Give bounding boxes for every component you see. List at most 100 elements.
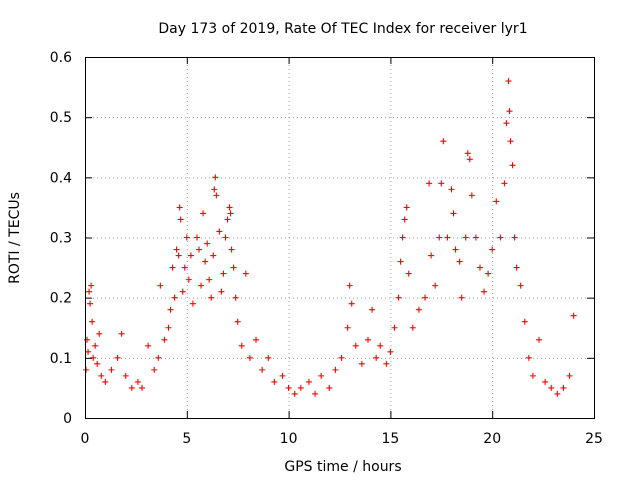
x-axis-label: GPS time / hours <box>284 459 401 475</box>
data-point <box>189 300 196 307</box>
data-point <box>506 108 513 115</box>
data-point <box>161 336 168 343</box>
data-point <box>409 324 416 331</box>
data-point <box>570 312 577 319</box>
data-point <box>456 258 463 265</box>
data-point <box>399 234 406 241</box>
data-point <box>560 384 567 391</box>
data-point <box>155 354 162 361</box>
data-point <box>279 372 286 379</box>
data-point <box>438 180 445 187</box>
data-point <box>202 258 209 265</box>
data-point <box>358 360 365 367</box>
data-point <box>253 336 260 343</box>
data-point <box>529 372 536 379</box>
data-points <box>83 78 577 397</box>
data-point <box>448 186 455 193</box>
data-point <box>265 354 272 361</box>
data-point <box>458 294 465 301</box>
data-point <box>377 342 384 349</box>
data-point <box>165 324 172 331</box>
y-tick-label: 0.6 <box>50 50 72 66</box>
data-point <box>271 378 278 385</box>
data-point <box>444 234 451 241</box>
data-point <box>86 288 93 295</box>
data-point <box>92 342 99 349</box>
data-point <box>230 264 237 271</box>
data-point <box>403 204 410 211</box>
data-point <box>175 252 182 259</box>
data-point <box>157 282 164 289</box>
data-point <box>312 390 319 397</box>
data-point <box>501 180 508 187</box>
data-point <box>90 354 97 361</box>
data-point <box>83 366 90 373</box>
data-point <box>452 246 459 253</box>
y-tick-label: 0.1 <box>50 351 72 367</box>
data-point <box>210 252 217 259</box>
data-point <box>436 234 443 241</box>
data-point <box>505 78 512 85</box>
data-point <box>297 384 304 391</box>
data-point <box>542 378 549 385</box>
data-point <box>344 324 351 331</box>
data-point <box>489 246 496 253</box>
data-point <box>450 210 457 217</box>
data-point <box>401 216 408 223</box>
data-point <box>348 300 355 307</box>
data-point <box>87 300 94 307</box>
data-point <box>220 270 227 277</box>
data-point <box>485 270 492 277</box>
data-point <box>232 294 239 301</box>
y-tick-label: 0.2 <box>50 291 72 307</box>
data-point <box>179 288 186 295</box>
data-point <box>326 384 333 391</box>
data-point <box>196 246 203 253</box>
grid <box>85 57 594 418</box>
data-point <box>391 324 398 331</box>
data-point <box>554 390 561 397</box>
y-axis-label: ROTI / TECUs <box>7 192 23 284</box>
data-point <box>173 246 180 253</box>
data-point <box>468 192 475 199</box>
data-point <box>96 330 103 337</box>
data-point <box>234 318 241 325</box>
data-point <box>466 156 473 163</box>
x-tick-label: 20 <box>483 431 501 447</box>
data-point <box>432 282 439 289</box>
data-point <box>318 372 325 379</box>
data-point <box>536 336 543 343</box>
data-point <box>193 234 200 241</box>
data-point <box>169 264 176 271</box>
data-point <box>218 288 225 295</box>
data-point <box>181 264 188 271</box>
data-point <box>259 366 266 373</box>
x-tick-label: 15 <box>381 431 399 447</box>
data-point <box>208 294 215 301</box>
data-point <box>462 234 469 241</box>
data-point <box>365 336 372 343</box>
data-point <box>481 288 488 295</box>
data-point <box>497 234 504 241</box>
data-point <box>291 390 298 397</box>
data-point <box>145 342 152 349</box>
data-point <box>204 240 211 247</box>
data-point <box>108 366 115 373</box>
x-tick-label: 10 <box>280 431 298 447</box>
data-point <box>134 378 141 385</box>
data-point <box>422 294 429 301</box>
data-point <box>428 252 435 259</box>
data-point <box>167 306 174 313</box>
data-point <box>122 372 129 379</box>
data-point <box>507 138 514 145</box>
data-point <box>118 330 125 337</box>
y-tick-labels: 0 0.1 0.2 0.3 0.4 0.5 0.6 <box>50 50 72 427</box>
data-point <box>332 366 339 373</box>
data-point <box>511 234 518 241</box>
data-point <box>242 270 249 277</box>
x-tick-labels: 0 5 10 15 20 25 <box>81 431 603 447</box>
data-point <box>405 270 412 277</box>
data-point <box>521 318 528 325</box>
data-point <box>525 354 532 361</box>
